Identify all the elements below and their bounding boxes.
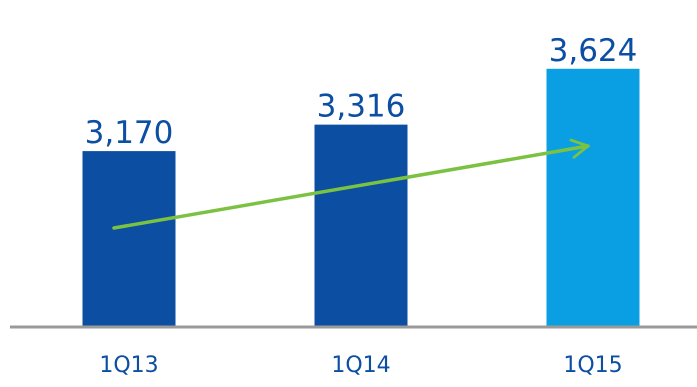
bars-layer — [82, 68, 640, 327]
value-label-1Q14: 3,316 — [317, 89, 406, 125]
trend-arrow — [112, 138, 590, 230]
x-tick-label-1Q13: 1Q13 — [99, 353, 158, 378]
x-tick-labels: 1Q13 1Q14 1Q15 — [99, 353, 622, 378]
value-labels-layer: 3,170 3,316 3,624 — [85, 33, 638, 151]
bar-1Q15 — [546, 68, 640, 327]
bar-1Q14 — [314, 124, 408, 327]
x-tick-label-1Q15: 1Q15 — [563, 353, 622, 378]
bar-1Q13 — [82, 151, 176, 327]
value-label-1Q15: 3,624 — [549, 33, 638, 69]
value-label-1Q13: 3,170 — [85, 115, 174, 151]
x-tick-label-1Q14: 1Q14 — [331, 353, 390, 378]
